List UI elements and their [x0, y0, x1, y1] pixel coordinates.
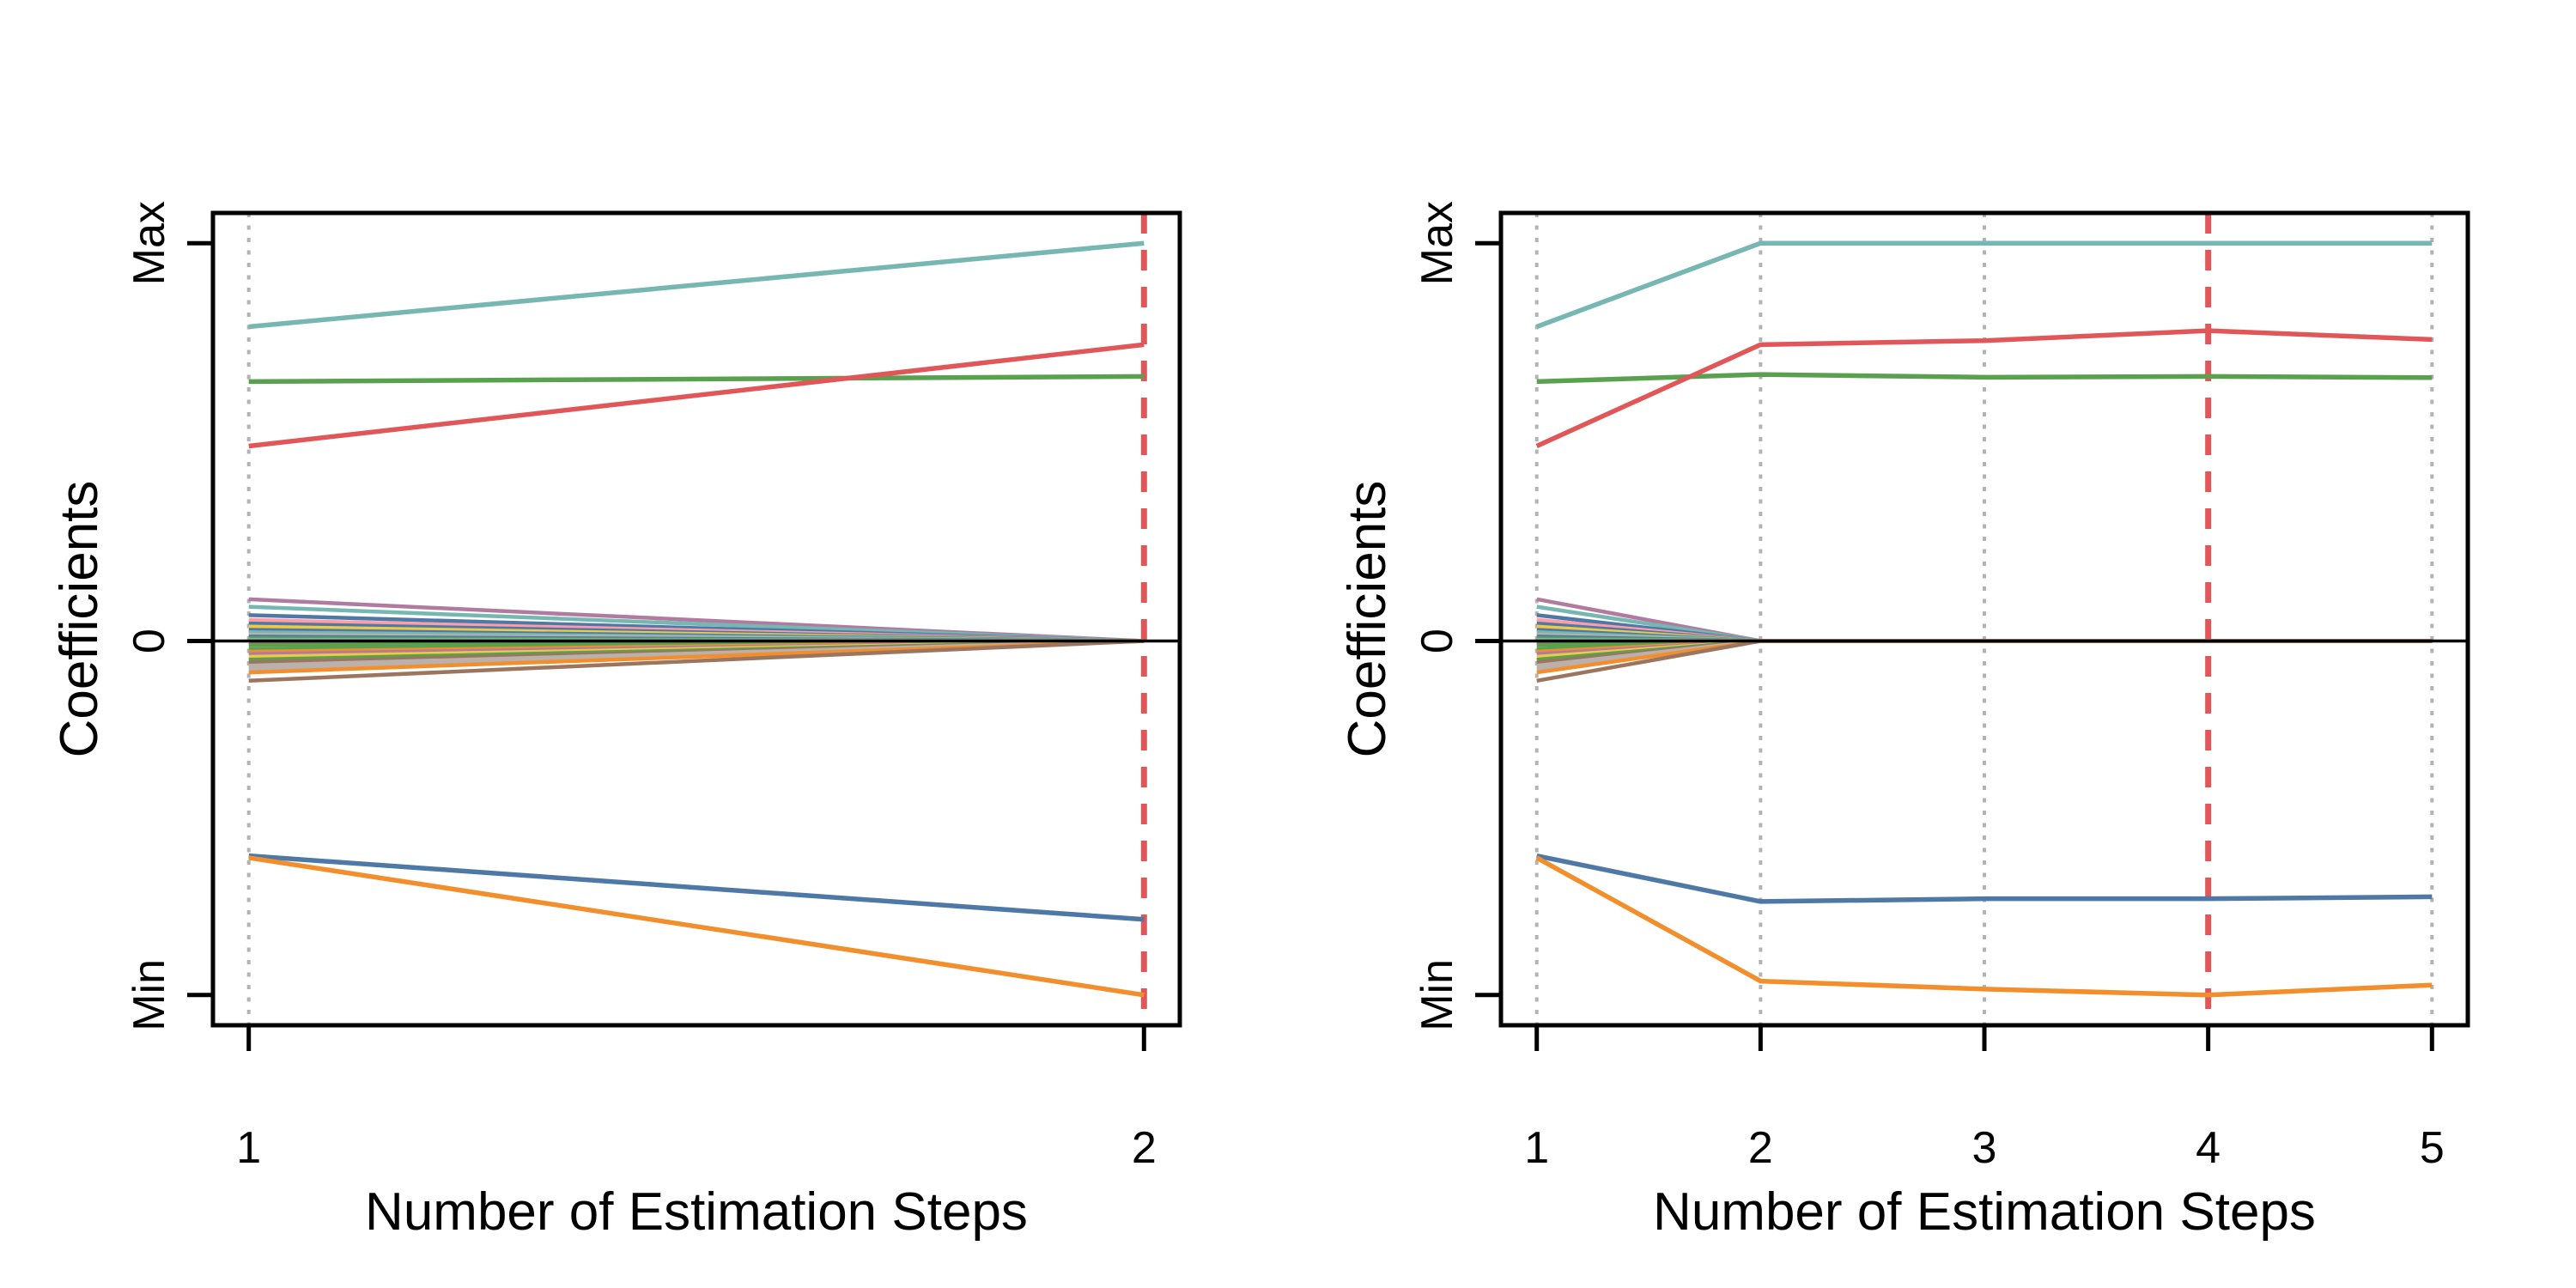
x-tick-label: 2: [1132, 1123, 1157, 1173]
coef-green-path: [248, 374, 1145, 385]
coef-green-path: [1536, 372, 2433, 385]
x-axis-title: Number of Estimation Steps: [365, 1182, 1028, 1242]
x-tick-label: 4: [2196, 1123, 2221, 1173]
left-plot-panel: 1 2 Max 0 Min Coefficients Number of Estimat…: [50, 201, 1182, 1242]
x-tick-label: 3: [1972, 1123, 1997, 1173]
coef-blue-path: [1536, 853, 2433, 904]
y-tick-label: Min: [1413, 959, 1462, 1031]
x-tick-label: 5: [2420, 1123, 2445, 1173]
y-tick-label: Max: [1413, 201, 1462, 285]
y-axis-title: Coefficients: [1338, 481, 1397, 758]
coef-min-path: [248, 855, 1145, 998]
shrunk-coefficient-path: [248, 639, 1145, 683]
coef-blue-path: [248, 853, 1145, 922]
plot-area: 1 2 3 4 5 Max 0 Min: [1413, 201, 2470, 1173]
x-tick-label: 1: [1524, 1123, 1549, 1173]
x-tick-label: 2: [1748, 1123, 1773, 1173]
coef-max-path: [1535, 240, 2433, 330]
y-tick-label: 0: [125, 629, 174, 653]
coef-min-path: [1535, 855, 2433, 998]
coef-red-path: [1535, 328, 2433, 448]
x-axis-title: Number of Estimation Steps: [1653, 1182, 2316, 1242]
y-tick-label: Max: [125, 201, 174, 285]
right-plot-panel: 1 2 3 4 5 Max 0 Min Coefficients Number of Esti…: [1338, 201, 2470, 1242]
coef-red-path: [248, 342, 1145, 449]
plot-box: [210, 210, 1182, 1028]
coef-max-path: [248, 240, 1145, 330]
y-axis-title: Coefficients: [50, 481, 109, 758]
x-tick-label: 1: [236, 1123, 261, 1173]
y-tick-label: Min: [125, 959, 174, 1031]
y-tick-label: 0: [1413, 629, 1462, 653]
plot-area: 1 2 Max 0 Min: [125, 201, 1182, 1173]
